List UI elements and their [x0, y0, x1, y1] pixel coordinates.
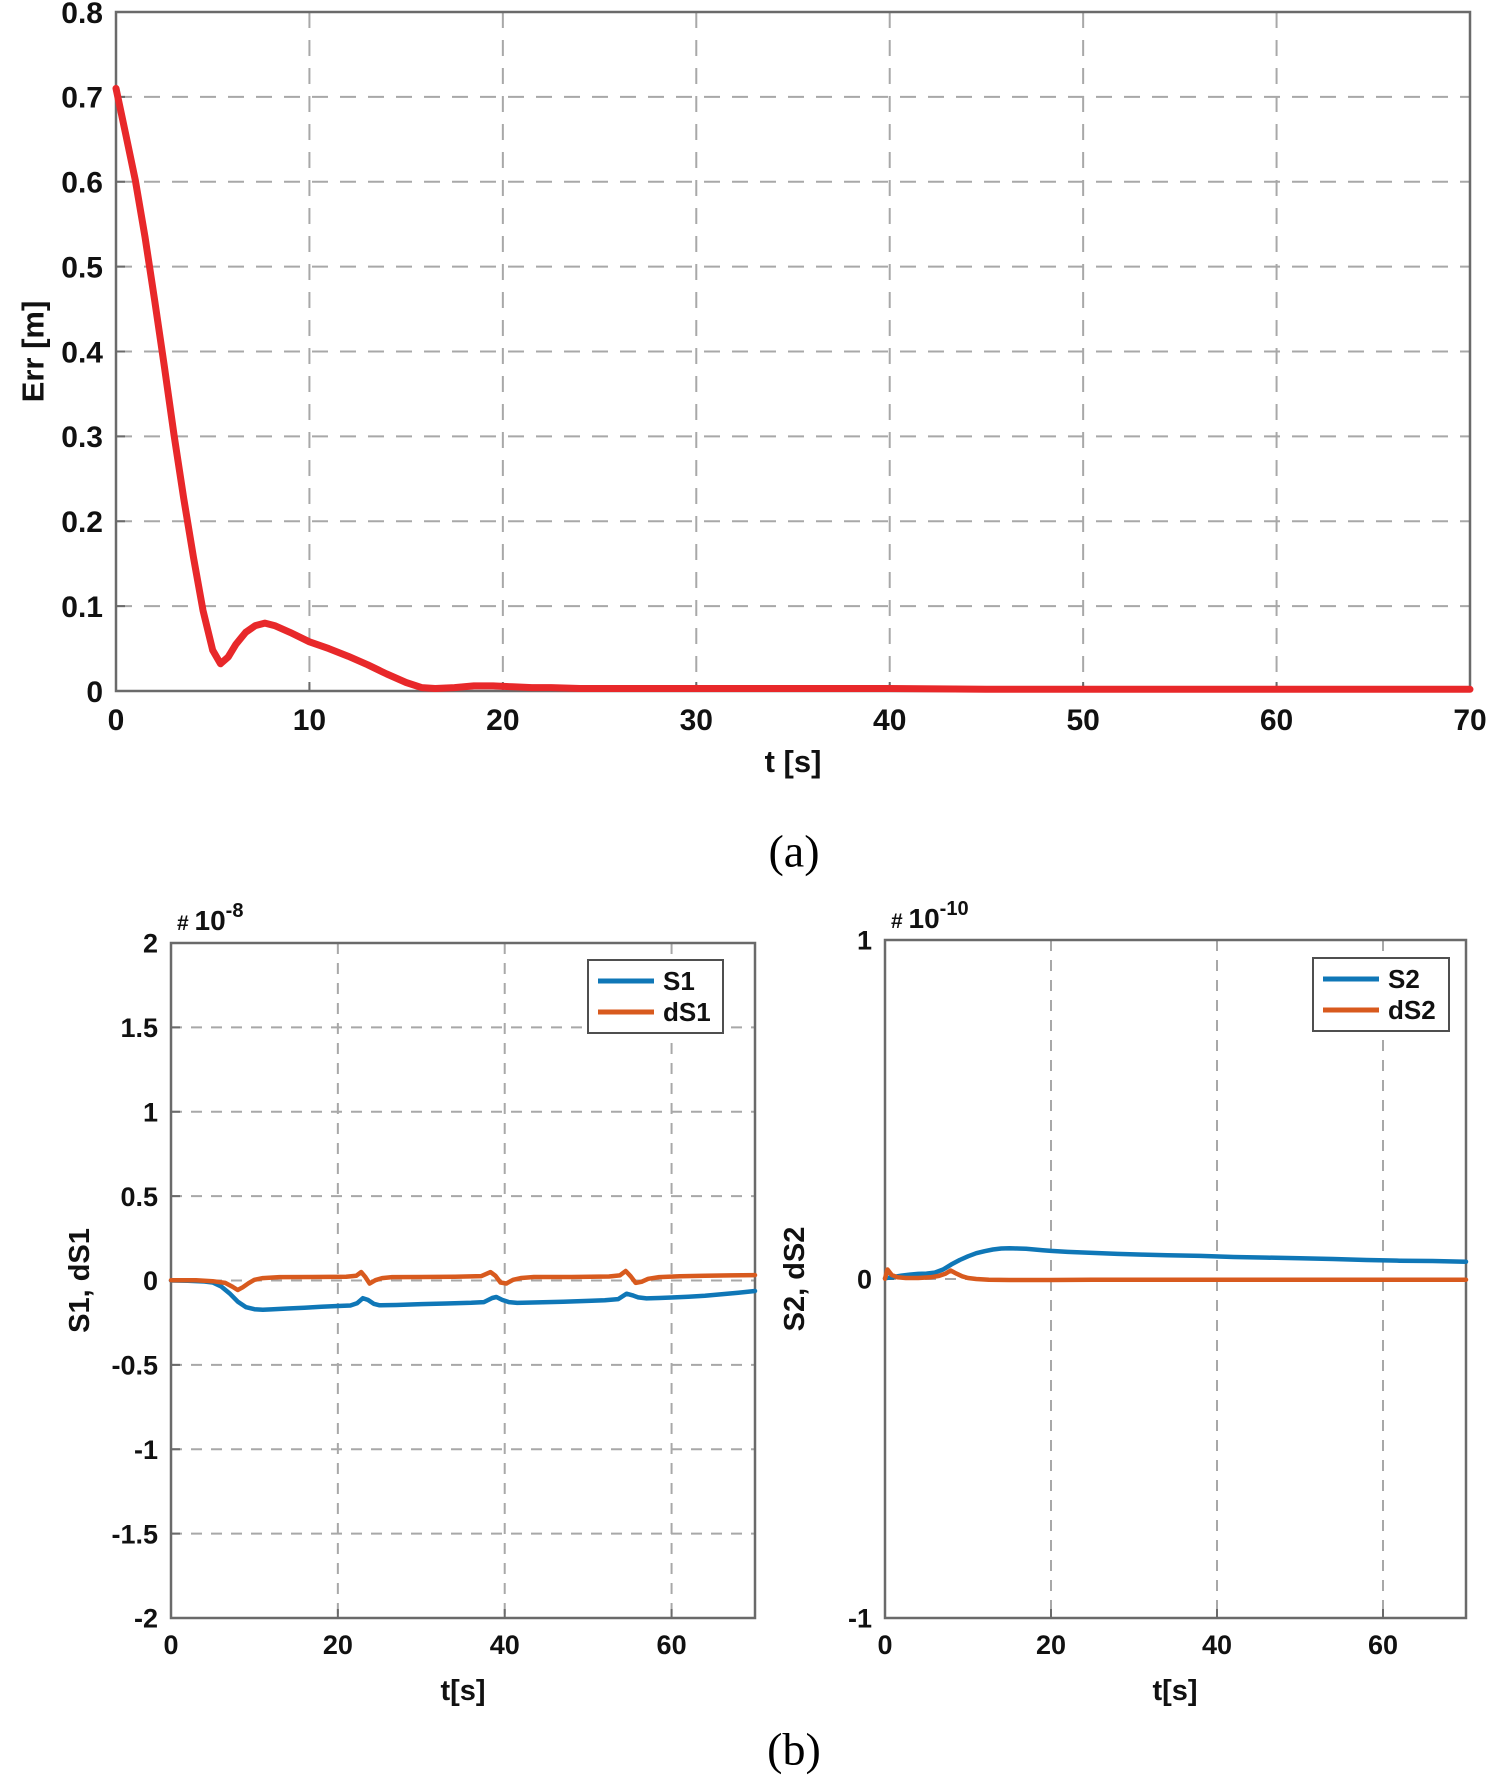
legend-box [587, 959, 724, 1034]
x-axis-label: t[s] [440, 1675, 485, 1707]
s1-plot: 0 20 40 60 -2 -1.5 -1 -0.5 0 0.5 1 1.5 2 t[s] S1, dS1 #… [64, 900, 758, 1707]
y-tick-label: 2 [143, 929, 158, 959]
err-curve [112, 84, 1474, 693]
y-tick-label: 0.3 [61, 421, 103, 454]
s2-curve [882, 1245, 1469, 1281]
panel-label-b: (b) [767, 1723, 821, 1775]
y-tick-label: 0.8 [61, 0, 103, 30]
x-tick-label: 60 [1368, 1630, 1398, 1660]
ds1-curve [168, 1268, 758, 1293]
y-tick-label: -1 [848, 1604, 872, 1634]
x-tick-label: 40 [490, 1630, 520, 1660]
y-tick-label: 0.2 [61, 506, 103, 539]
y-tick-label: 0 [86, 676, 103, 709]
y-tick-label: -0.5 [111, 1351, 158, 1381]
axis-scale-label: # 10-8 [177, 900, 243, 936]
y-axis-label: S1, dS1 [64, 1228, 96, 1333]
x-tick-label: 10 [293, 704, 326, 737]
y-tick-label: 0.4 [61, 336, 103, 369]
legend-label-S1: S1 [663, 966, 695, 996]
y-tick-label: 0.6 [61, 167, 103, 200]
y-tick-label: 0 [143, 1266, 158, 1296]
y-tick-label: 1.5 [120, 1013, 158, 1043]
x-tick-label: 50 [1066, 704, 1099, 737]
y-axis-label: S2, dS2 [779, 1227, 811, 1332]
x-tick-label: 40 [873, 704, 906, 737]
panel-label-a: (a) [768, 825, 820, 877]
y-axis-label: Err [m] [16, 301, 51, 403]
x-tick-label: 0 [877, 1630, 892, 1660]
legend-label-dS1: dS1 [663, 997, 711, 1027]
x-tick-label: 40 [1202, 1630, 1232, 1660]
axis-scale-label: # 10-10 [891, 898, 969, 934]
y-tick-label: -1 [134, 1435, 158, 1465]
s1-curve [168, 1278, 758, 1312]
x-tick-label: 20 [486, 704, 519, 737]
x-tick-label: 70 [1453, 704, 1486, 737]
y-tick-label: 0.5 [61, 251, 103, 284]
legend-label-dS2: dS2 [1388, 995, 1436, 1025]
y-tick-label: -1.5 [111, 1519, 158, 1549]
x-tick-label: 20 [1036, 1630, 1066, 1660]
y-tick-label: -2 [134, 1604, 158, 1634]
x-tick-label: 60 [1260, 704, 1293, 737]
x-axis-label: t[s] [1152, 1675, 1197, 1707]
x-tick-label: 30 [680, 704, 713, 737]
x-tick-label: 0 [163, 1630, 178, 1660]
x-tick-label: 20 [323, 1630, 353, 1660]
ds2-curve [882, 1267, 1469, 1283]
x-axis-label: t [s] [765, 744, 822, 779]
x-tick-label: 0 [108, 704, 125, 737]
y-tick-label: 0.5 [120, 1182, 158, 1212]
y-tick-label: 1 [143, 1097, 158, 1127]
legend-box [1312, 957, 1450, 1032]
y-tick-label: 0.7 [61, 82, 103, 115]
y-tick-label: 0 [857, 1265, 872, 1295]
x-tick-label: 60 [657, 1630, 687, 1660]
legend-label-S2: S2 [1388, 964, 1420, 994]
y-tick-label: 1 [857, 926, 872, 956]
y-tick-label: 0.1 [61, 591, 103, 624]
err-plot: 0 10 20 30 40 50 60 70 0 0.1 0.2 0.3 0.4 0.5 0.6 0.7 0.8… [16, 0, 1487, 779]
